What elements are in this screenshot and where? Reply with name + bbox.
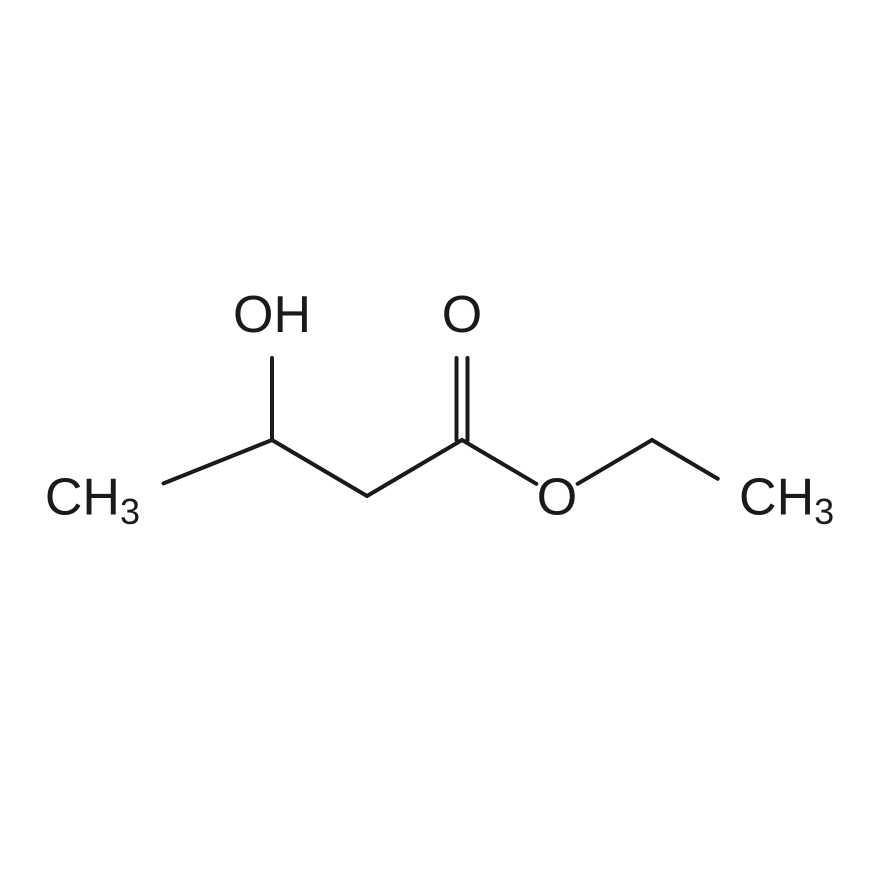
bond-single: [272, 440, 367, 496]
bond-single: [578, 440, 652, 484]
molecule-diagram: CH3 OH O O CH3: [0, 0, 890, 890]
atom-label-OH: OH: [233, 286, 311, 344]
atom-label-CH3_left: CH3: [45, 469, 140, 532]
atom-label-O_dbl: O: [442, 286, 482, 344]
labels-group: CH3 OH O O CH3: [45, 286, 834, 532]
bond-single: [367, 440, 462, 496]
bond-single: [462, 440, 536, 484]
atom-label-O_single: O: [537, 469, 577, 527]
bond-single: [652, 440, 718, 479]
atom-label-CH3_right: CH3: [739, 469, 834, 532]
bond-single: [164, 440, 272, 483]
bonds-group: [164, 358, 718, 496]
